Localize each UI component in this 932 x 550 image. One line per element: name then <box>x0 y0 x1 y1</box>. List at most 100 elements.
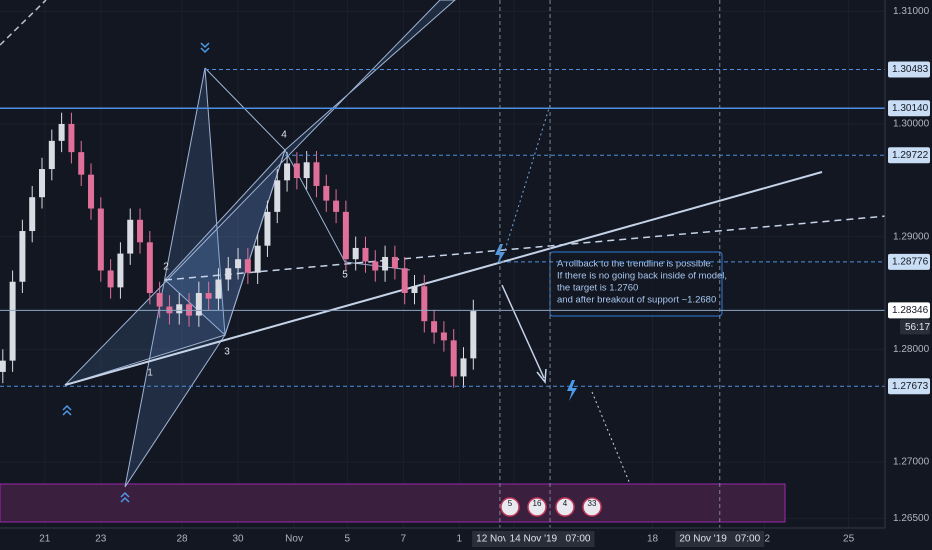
pattern-label: 3 <box>224 347 230 358</box>
candle-body <box>19 231 26 282</box>
countdown: 56:17 <box>905 322 930 333</box>
candle-body <box>48 140 55 170</box>
price-label-box <box>888 147 930 164</box>
time-axis <box>0 528 885 550</box>
countdown-box <box>900 319 930 335</box>
pattern-label: 4 <box>281 130 287 141</box>
event-badge <box>500 497 520 517</box>
x-tick-label: Nov <box>285 534 303 545</box>
x-tick-label: 28 <box>176 534 188 545</box>
event-label: 16 <box>533 499 542 508</box>
candle-body <box>29 197 36 232</box>
x-tick-label: 25 <box>843 534 855 545</box>
candle-body <box>372 261 379 271</box>
price-label-box <box>888 302 930 319</box>
y-tick-label: 1.27000 <box>893 457 930 468</box>
x-tick-label: 21 <box>39 534 51 545</box>
candle-body <box>0 360 6 372</box>
y-tick-label: 1.30000 <box>893 119 930 130</box>
x-tick-label: 1 <box>457 534 463 545</box>
candle-body <box>9 281 16 361</box>
y-tick-label: 1.29000 <box>893 231 930 242</box>
candle-body <box>58 123 65 141</box>
time-marker-label: 14 Nov '19 07:00 <box>510 534 591 545</box>
candle-body <box>156 293 163 307</box>
candle-body <box>127 219 134 254</box>
annotation-text: the target is 1.2760 <box>557 283 638 294</box>
candle-body <box>146 242 153 294</box>
annotation-text: A rollback to the trendline is possible. <box>557 259 713 270</box>
candle-body <box>401 268 408 294</box>
time-marker-box <box>675 531 765 547</box>
candle-body <box>68 123 75 153</box>
candle-body <box>284 163 291 181</box>
event-label: 33 <box>588 499 597 508</box>
x-tick-label: 30 <box>232 534 244 545</box>
candle-body <box>195 293 202 316</box>
candle-body <box>97 208 104 271</box>
event-badge <box>582 497 602 517</box>
candle-body <box>215 279 222 299</box>
candle-body <box>244 259 251 273</box>
pattern-label: 2 <box>163 262 169 273</box>
icon <box>120 491 130 503</box>
candle-body <box>460 358 467 377</box>
candle-body <box>352 247 359 260</box>
current-price-label: 1.28346 <box>892 305 929 316</box>
arrow <box>504 104 551 251</box>
x-tick-label: 23 <box>95 534 107 545</box>
y-tick-label: 1.31000 <box>893 6 930 17</box>
candle-body <box>225 268 232 280</box>
arrow <box>591 391 631 485</box>
pattern-label: 5 <box>342 270 348 281</box>
price-label-box <box>888 378 930 395</box>
candle-body <box>421 286 428 322</box>
candle-body <box>313 162 320 186</box>
candle-body <box>411 286 418 294</box>
arrow-head <box>536 368 547 384</box>
candle-body <box>235 259 242 269</box>
pattern-shape <box>124 67 226 488</box>
x-tick-label: 22 <box>759 534 771 545</box>
price-label-box <box>888 61 930 78</box>
candle-body <box>470 311 477 359</box>
x-tick-label: 5 <box>344 534 350 545</box>
candle-body <box>440 332 447 341</box>
trend-line <box>64 171 823 386</box>
x-tick-label: 7 <box>401 534 407 545</box>
time-marker-box <box>505 531 595 547</box>
price-label: 1.27673 <box>892 381 929 392</box>
candle-body <box>333 200 340 212</box>
candle-body <box>382 256 389 271</box>
candle-body <box>293 163 300 179</box>
y-tick-label: 1.26500 <box>893 513 930 524</box>
candle-body <box>264 211 271 246</box>
candle-body <box>254 245 261 273</box>
x-tick-label: 18 <box>647 534 659 545</box>
arrow <box>501 284 545 379</box>
price-label: 1.30483 <box>892 64 929 75</box>
event-badge <box>527 497 547 517</box>
icon <box>62 404 72 416</box>
event-badge <box>555 497 575 517</box>
pattern-shape <box>64 0 456 386</box>
icon <box>200 42 210 54</box>
trend-line <box>164 211 932 281</box>
candle-body <box>342 211 349 260</box>
price-label: 1.28776 <box>892 257 929 268</box>
trend-line <box>0 0 47 46</box>
axes: 1.31000 1.30000 1.29000 1.28000 1.27000 1.265… <box>39 6 930 547</box>
candle-body <box>303 162 310 179</box>
price-label: 1.30140 <box>892 103 929 114</box>
candle-body <box>274 180 281 212</box>
candle-body <box>205 293 212 299</box>
candle-body <box>78 152 85 175</box>
candle-body <box>176 304 183 314</box>
price-label-box <box>888 253 930 270</box>
y-tick-label: 1.28000 <box>893 344 930 355</box>
candle-body <box>137 219 144 243</box>
pattern-label: 1 <box>147 368 153 379</box>
time-marker-label: 12 Nov '19 <box>476 534 524 545</box>
candle-body <box>323 185 330 201</box>
candle-body <box>391 256 398 269</box>
